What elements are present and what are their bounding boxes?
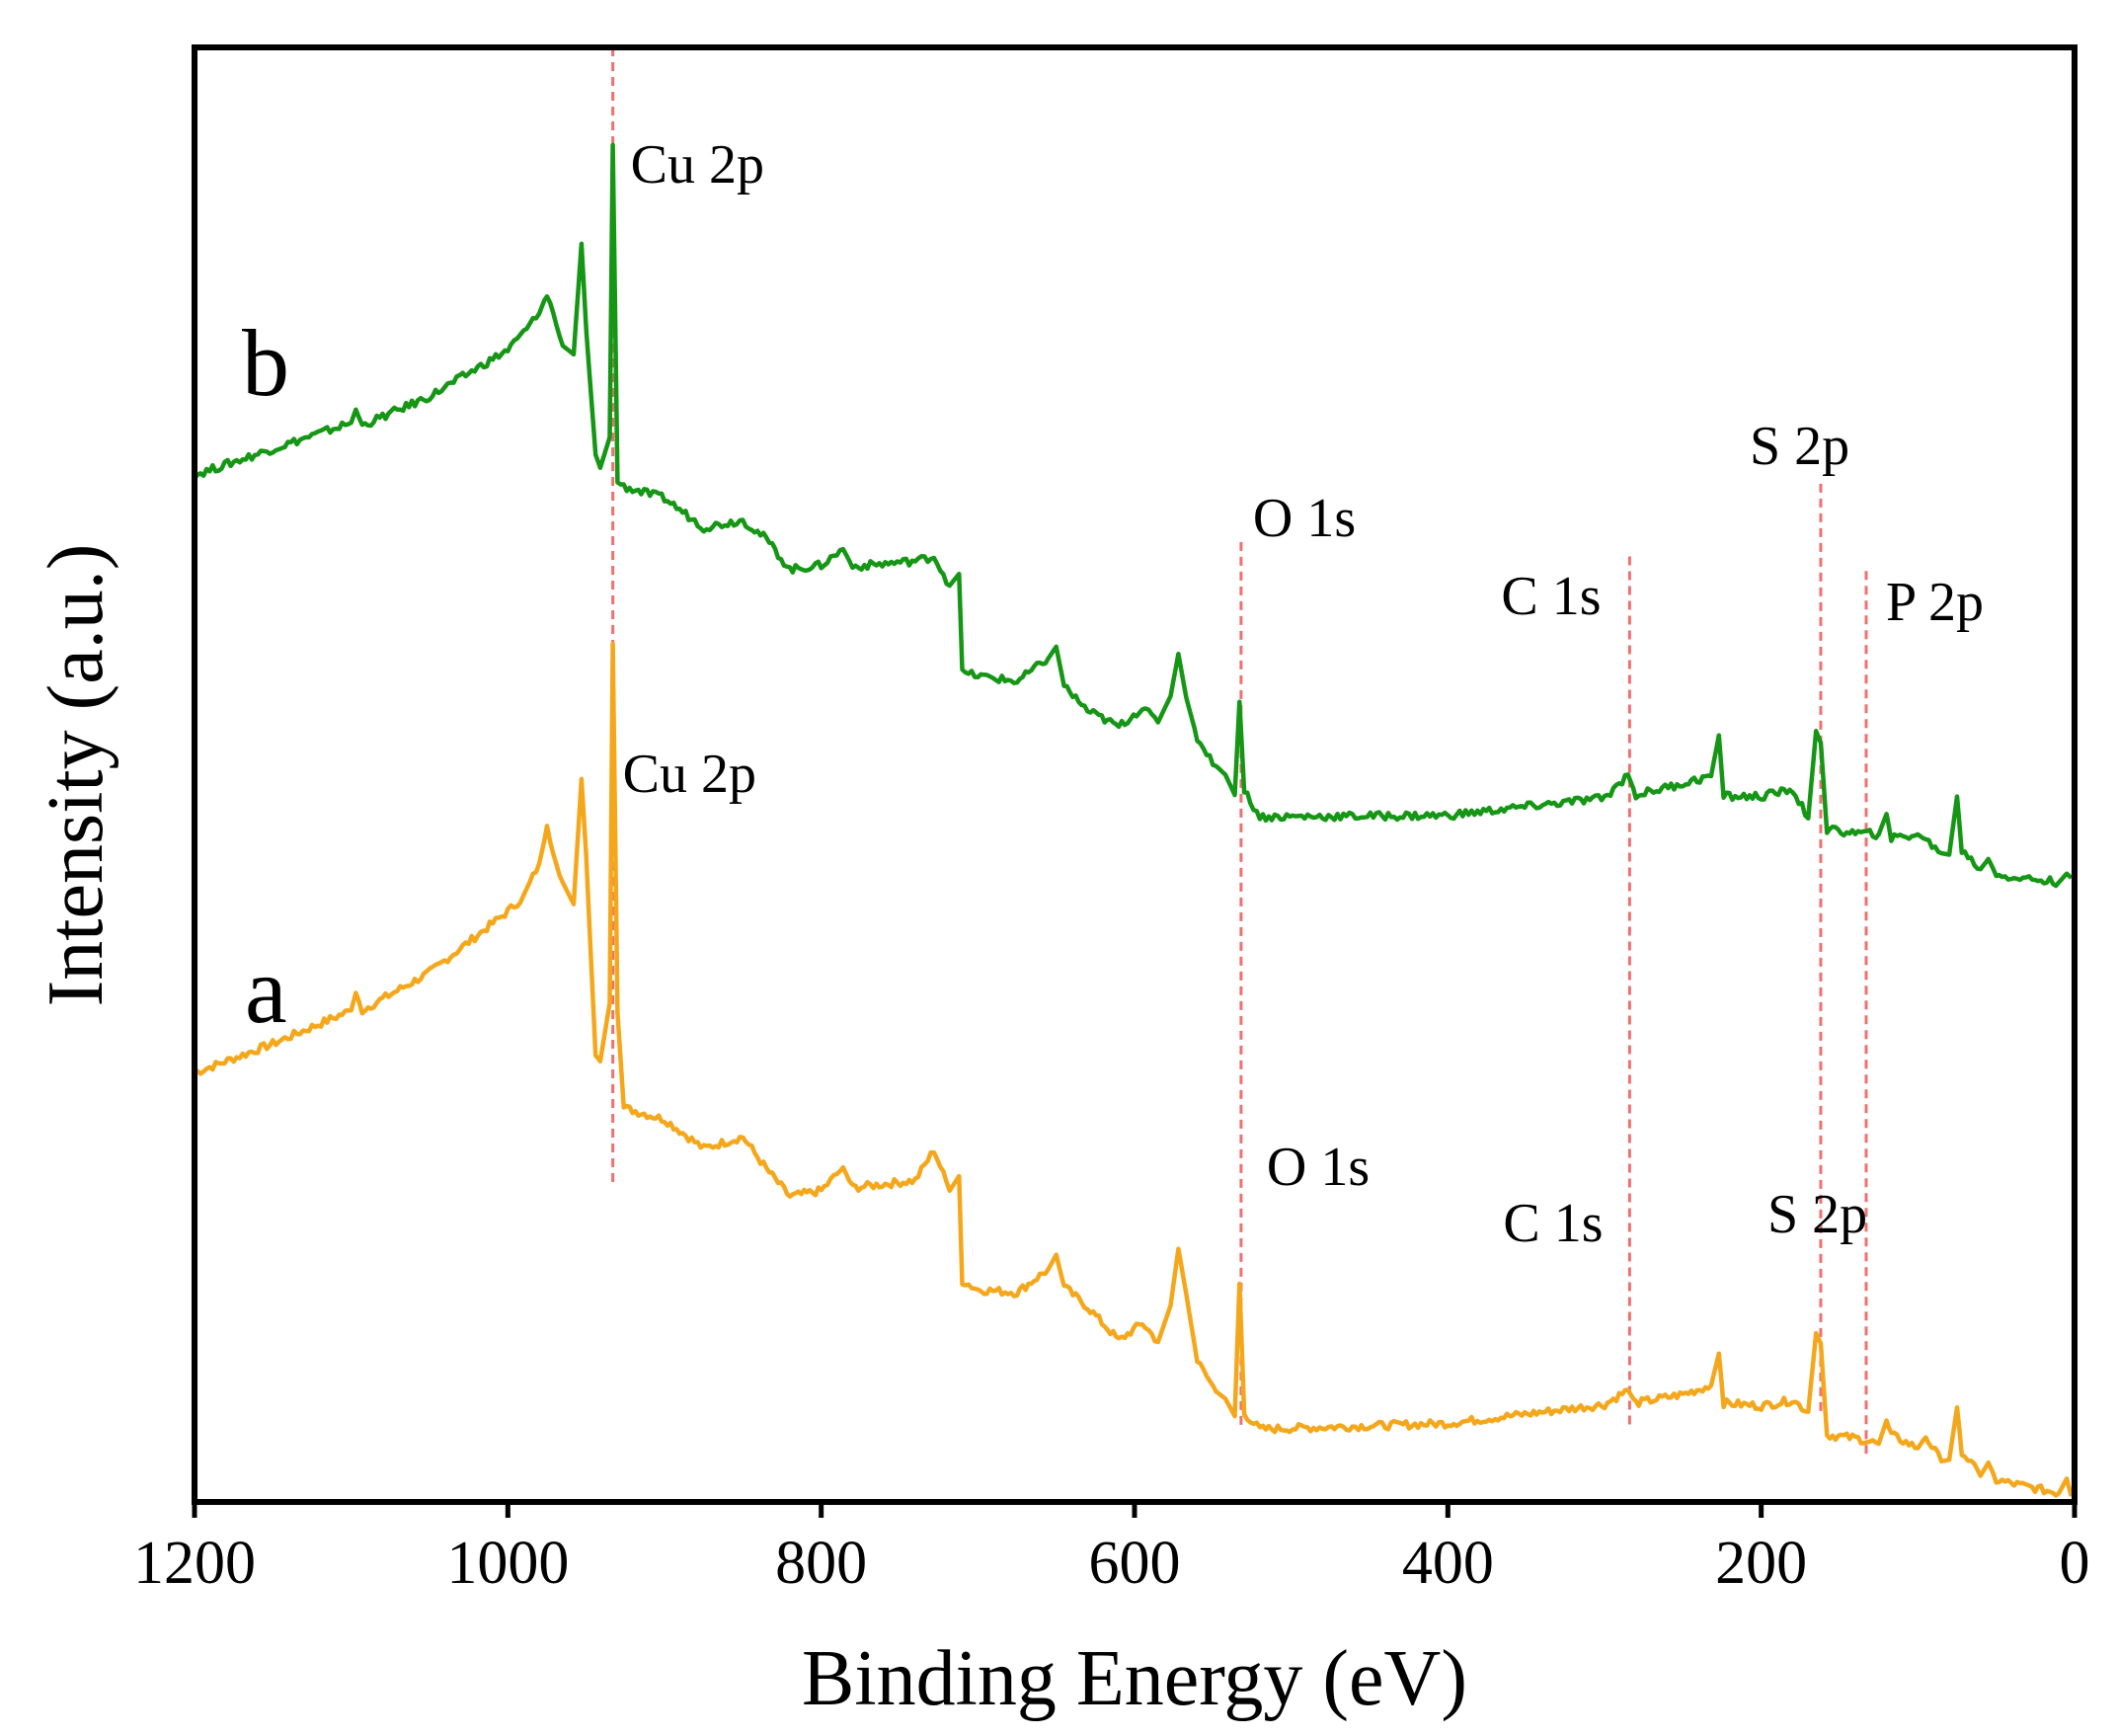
reference-lines: [611, 47, 1868, 1459]
peak-label-a-s-2p: S 2p: [1767, 1184, 1867, 1245]
series-label-a: a: [245, 937, 287, 1043]
x-tick-label-600: 600: [1089, 1530, 1181, 1597]
series-label-b: b: [242, 310, 289, 416]
peak-label-a-c-1s: C 1s: [1503, 1193, 1603, 1254]
x-tick-label-800: 800: [775, 1530, 867, 1597]
x-axis-title: Binding Energy (eV): [802, 1635, 1467, 1722]
series-line-a: [193, 641, 2074, 1498]
x-axis-tick-labels: 1200 1000 800 600 400 200 0: [133, 1530, 2090, 1597]
series-lines: [193, 142, 2074, 1498]
x-tick-label-1000: 1000: [446, 1530, 569, 1597]
peak-label-b-c-1s: C 1s: [1501, 566, 1601, 627]
x-tick-label-1200: 1200: [133, 1530, 256, 1597]
peak-label-b-cu-2p: Cu 2p: [631, 134, 764, 196]
x-tick-label-0: 0: [2060, 1530, 2090, 1597]
peak-label-a-cu-2p: Cu 2p: [623, 744, 756, 805]
x-tick-label-400: 400: [1402, 1530, 1494, 1597]
peak-label-b-s-2p: S 2p: [1750, 416, 1849, 477]
peak-label-a-o-1s: O 1s: [1267, 1137, 1370, 1198]
series-labels: ab: [242, 310, 289, 1043]
series-line-b: [193, 142, 2074, 889]
peak-labels: Cu 2p O 1s C 1s S 2p P 2p Cu 2p O 1s C 1s S 2p: [623, 134, 1984, 1254]
x-tick-label-200: 200: [1715, 1530, 1807, 1597]
peak-label-b-p-2p: P 2p: [1886, 572, 1984, 633]
peak-label-b-o-1s: O 1s: [1253, 488, 1356, 549]
x-axis-ticks: [192, 1502, 2078, 1518]
y-axis-title: Intensity (a.u.): [33, 544, 119, 1007]
plot-frame: [192, 44, 2078, 1505]
